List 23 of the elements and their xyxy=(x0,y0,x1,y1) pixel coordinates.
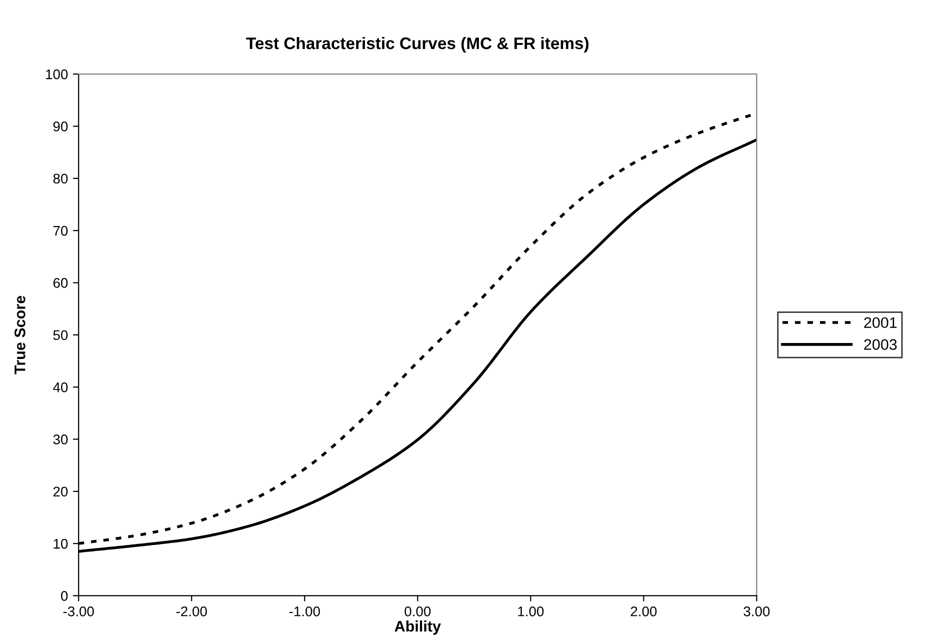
y-tick-label: 80 xyxy=(53,174,68,184)
x-tick-label: 3.00 xyxy=(744,606,770,616)
y-axis-title: True Score xyxy=(14,296,26,374)
y-tick-label: 100 xyxy=(46,69,68,80)
x-tick-label: -3.00 xyxy=(63,606,94,616)
legend-label: 2003 xyxy=(864,339,897,350)
legend-label: 2001 xyxy=(864,317,897,328)
y-tick-label: 40 xyxy=(53,382,68,392)
x-tick-label: 1.00 xyxy=(518,606,544,616)
x-axis-title: Ability xyxy=(394,620,441,635)
chart-title: Test Characteristic Curves (MC & FR items) xyxy=(246,36,588,53)
y-tick-label: 10 xyxy=(54,538,68,549)
y-tick-label: 20 xyxy=(53,486,68,497)
x-tick-label: 0.00 xyxy=(404,606,431,616)
y-tick-label: 30 xyxy=(53,434,68,444)
x-tick-label: 2.00 xyxy=(630,606,657,616)
x-tick-label: -2.00 xyxy=(176,606,207,616)
x-tick-label: -1.00 xyxy=(289,606,320,616)
y-tick-label: 90 xyxy=(53,122,68,132)
y-tick-label: 70 xyxy=(53,226,68,236)
y-tick-label: 60 xyxy=(53,278,68,288)
y-tick-label: 0 xyxy=(61,591,68,601)
y-tick-label: 50 xyxy=(53,330,68,340)
